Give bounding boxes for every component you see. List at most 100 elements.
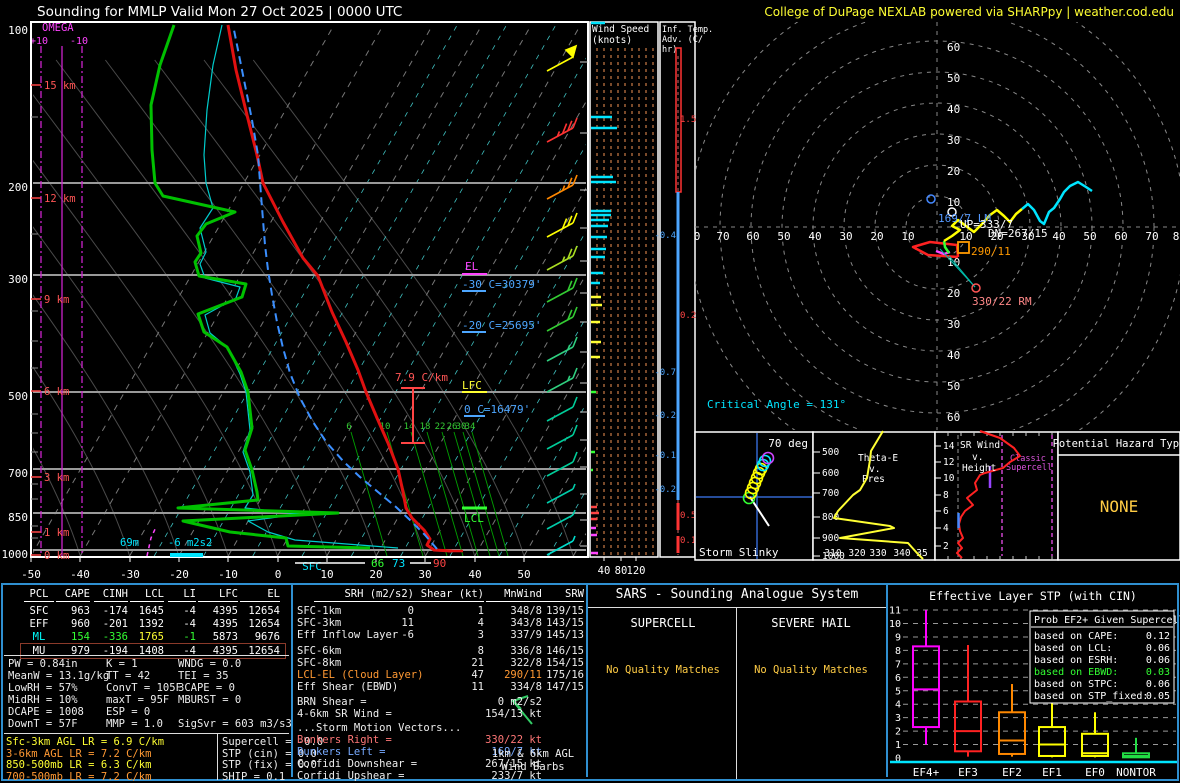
- prob-ef2-row-value: 0.06: [1146, 655, 1170, 666]
- kinematics-cell: 154/13 kt: [485, 708, 542, 720]
- stp-tick-label: 0: [895, 754, 901, 765]
- stat-text: 3CAPE = 0: [178, 682, 235, 694]
- lapse-rate-text: 3-6km AGL LR = 7.2 C/km: [6, 747, 152, 760]
- divider: [4, 655, 289, 656]
- temperature-trace: [226, 24, 453, 553]
- kinematics-cell: 334/8: [510, 681, 542, 693]
- isotherm-line: [474, 359, 586, 556]
- right-mover-marker: [971, 283, 981, 293]
- divider: [588, 607, 886, 608]
- level-annotation: -20 C=25695': [462, 319, 541, 332]
- parcel-cell: 1765: [138, 631, 164, 643]
- kinematics-col-header: Shear (kt): [414, 589, 484, 602]
- shape: [572, 424, 578, 436]
- storm-motion-value: 267/15 kt: [485, 758, 542, 770]
- parcel-cell: SFC: [29, 605, 49, 617]
- sars-supercell-result: No Quality Matches: [606, 664, 720, 676]
- wind-barb-icon: [546, 306, 578, 332]
- height-label: 15 km: [44, 80, 76, 92]
- kinematics-cell: 143/15: [546, 617, 584, 629]
- prob-ef2-row-value: 0.03: [1146, 667, 1170, 678]
- kinematics-cell: 1: [477, 605, 484, 617]
- shape: [572, 277, 578, 289]
- shape: [546, 434, 574, 450]
- wind-speed-title: Wind Speed: [592, 24, 649, 35]
- stp-tick-label: 1: [895, 740, 901, 751]
- stat-text: MMP = 1.0: [106, 718, 163, 730]
- stp-category-label: EF1: [1042, 766, 1062, 779]
- divider: [217, 734, 218, 780]
- advection-value-label: 1.5: [680, 115, 696, 125]
- divider: [586, 585, 588, 777]
- wind-barb-icon: [546, 451, 578, 477]
- lapse-rate-text: Sfc-3km AGL LR = 6.9 C/km: [6, 736, 165, 748]
- isotherm-line: [178, 24, 483, 556]
- sfc-label: SFC: [302, 560, 322, 573]
- moist-adiabat-line: [449, 316, 586, 556]
- stat-text: DownT = 57F: [8, 718, 78, 730]
- shape: [561, 185, 566, 191]
- advection-value-label: -0.7: [654, 368, 676, 378]
- wind-barb-icon: [546, 174, 578, 200]
- theta-e-title: v.: [869, 464, 880, 475]
- hodo-tick-label: 60: [746, 230, 759, 243]
- classic-supercell-label: Classic: [1010, 454, 1046, 464]
- mixing-ratio-line: [410, 431, 448, 556]
- pressure-label: 1000: [2, 548, 29, 561]
- kinematics-col-header: MnWind: [486, 589, 542, 602]
- shape: [567, 177, 573, 189]
- barb-caption: 1km & 6km AGL: [491, 748, 575, 760]
- shape: [567, 309, 573, 321]
- stp-category-label: EF0: [1085, 766, 1105, 779]
- stat-text: SigSvr = 603 m3/s3: [178, 718, 292, 730]
- parcel-col-header: EL: [240, 589, 280, 602]
- index-text: STP (cin) = 0.0: [222, 747, 317, 760]
- hodo-annotation: 169/7 LM: [938, 212, 991, 225]
- stat-text: DCAPE = 1008: [8, 706, 84, 718]
- hodo-tick-label: 40: [947, 349, 960, 362]
- prob-ef2-border: [1029, 610, 1175, 704]
- wind-barb-icon: [546, 509, 576, 530]
- hodo-9-12km: [1021, 180, 1093, 226]
- wind-speed-tick-label: 40: [598, 565, 611, 577]
- hodo-tick-label: 0: [694, 230, 701, 243]
- shape: [561, 123, 568, 134]
- prob-ef2-row-label: based on LCL:: [1034, 643, 1112, 654]
- parcel-cell: EFF: [29, 618, 49, 630]
- hodo-tick-label: 20: [947, 165, 960, 178]
- stp-category-label: EF3: [958, 766, 978, 779]
- parcel-cell: -4: [183, 645, 196, 657]
- hodo-3-6km: [942, 240, 951, 254]
- kinematics-cell: 47: [471, 669, 484, 681]
- stat-text: K = 1: [106, 658, 138, 670]
- shape: [695, 22, 1180, 430]
- temperature-tick-label: -30: [120, 568, 140, 581]
- wind-barb-icon: [546, 424, 578, 450]
- stat-text: MidRH = 10%: [8, 694, 78, 706]
- virtual-parcel-trace: [146, 526, 157, 556]
- mixing-ratio-label: 26: [447, 422, 458, 432]
- wind-barb-icon: [546, 483, 576, 504]
- height-tick-label: 10: [943, 473, 955, 484]
- parcel-cell: 979: [71, 645, 90, 657]
- advection-value-label: -0.2: [654, 485, 676, 495]
- pressure-tick-label: 600: [822, 468, 839, 479]
- stp-box: [912, 645, 940, 729]
- kinematics-cell: 145/13: [546, 629, 584, 641]
- storm-motion-value: 233/7 kt: [491, 770, 542, 782]
- kinematics-row-label: SFC-6km: [297, 645, 342, 657]
- theta-e-title: Theta-E: [858, 453, 898, 464]
- shape: [567, 215, 573, 227]
- pressure-tick-label: 700: [822, 488, 839, 499]
- temperature-tick-label: -50: [21, 568, 41, 581]
- kinematics-cell: 322/8: [510, 657, 542, 669]
- storm-motion-label: Corfidi Upshear =: [297, 770, 405, 782]
- mixing-ratio-label: 18: [420, 422, 431, 432]
- advection-value-label: 0.1: [680, 536, 696, 546]
- shape: [572, 509, 576, 516]
- advection-value-label: -0.1: [654, 451, 676, 461]
- kinematics-cell: 11: [471, 681, 484, 693]
- site-credit[interactable]: College of DuPage NEXLAB powered via SHA…: [764, 5, 1174, 19]
- lapse-rate-text: 700-500mb LR = 7.2 C/km: [6, 770, 152, 783]
- parcel-cell: 5873: [212, 631, 238, 643]
